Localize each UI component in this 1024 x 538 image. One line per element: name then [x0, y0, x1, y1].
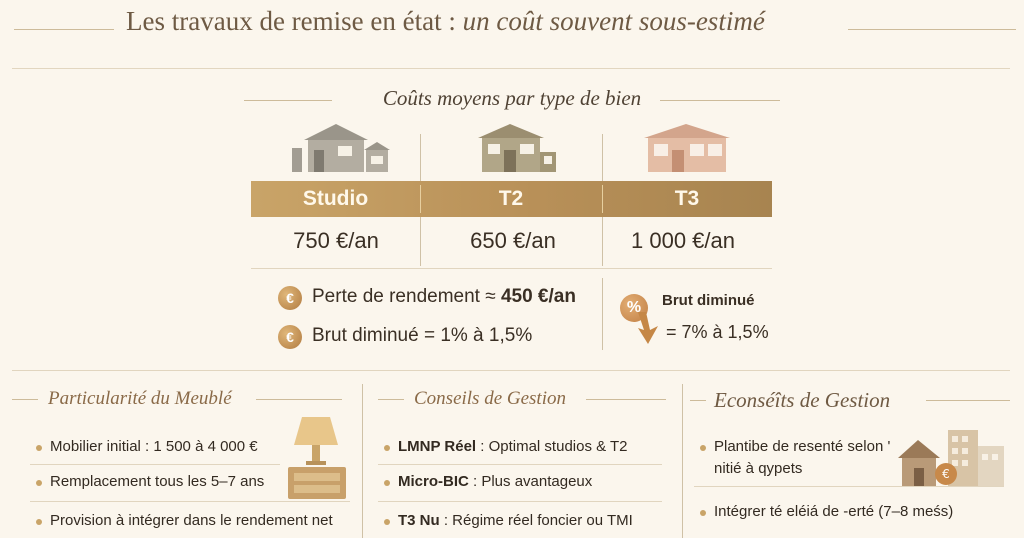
cost-t2: 650 €/an: [470, 228, 556, 253]
band-divider-1: [420, 185, 421, 213]
col3-rule-left: [690, 400, 706, 401]
col1-row-line-2: [30, 501, 350, 502]
buildings-icon: €: [898, 430, 1004, 486]
divider-top: [12, 68, 1010, 69]
col3-row-line-1: [694, 486, 1004, 487]
loss-line-1: Perte de rendement ≈ 450 €/an: [312, 286, 576, 308]
costs-subtitle: Coûts moyens par type de bien: [382, 86, 642, 110]
band-divider-2: [602, 185, 603, 213]
col2-rule-right: [586, 399, 666, 400]
cost-t3: 1 000 €/an: [631, 228, 735, 253]
page-title: Les travaux de remise en état : un coût …: [126, 6, 765, 37]
type-label-t3: T3: [674, 187, 700, 210]
col1-item-3: Provision à intégrer dans le rendement n…: [50, 512, 333, 529]
page-title-italic: un coût souvent sous-estimé: [462, 6, 765, 36]
col1-bullet-3: [36, 519, 42, 525]
col2-rule-left: [378, 399, 404, 400]
col3-bullet-1: [700, 445, 706, 451]
type-label-studio: Studio: [302, 187, 369, 210]
loss-line-1-value: 450 €/an: [500, 286, 576, 307]
col1-row-line-1: [30, 464, 280, 465]
subtitle-rule-right: [660, 100, 780, 101]
col2-item-2-text: : Plus avantageux: [468, 473, 593, 490]
t2-house-icon: [478, 124, 556, 172]
side-note-line-2: = 7% à 1,5%: [666, 322, 769, 342]
type-label-t2: T2: [498, 187, 524, 210]
col2-item-1-key: LMNP Réel: [398, 438, 477, 455]
euro-coin-icon: €: [278, 286, 302, 310]
t3-house-icon: [644, 124, 730, 172]
down-arrow-icon: [638, 312, 658, 344]
svg-text:€: €: [942, 467, 950, 481]
euro-coin-icon-2: €: [278, 325, 302, 349]
divider-middle: [12, 370, 1010, 371]
property-type-band: Studio T2 T3: [251, 181, 772, 217]
studio-house-icon: [292, 124, 390, 172]
col2-item-1-text: : Optimal studios & T2: [476, 438, 628, 455]
col2-item-3: T3 Nu : Régime réel foncier ou TMI: [398, 512, 633, 529]
col3-item-1: Plantibe de resenté selon ': [714, 438, 891, 455]
col1-title: Particularité du Meublé: [48, 388, 232, 409]
costs-divider: [251, 268, 772, 269]
col2-item-3-key: T3 Nu: [398, 512, 440, 529]
cost-studio: 750 €/an: [293, 228, 379, 253]
side-note-line-1: Brut diminué: [662, 292, 755, 309]
col2-bullet-2: [384, 480, 390, 486]
col2-bullet-1: [384, 445, 390, 451]
col2-item-3-text: : Régime réel foncier ou TMI: [439, 512, 633, 529]
col1-bullet-2: [36, 480, 42, 486]
col3-rule-right: [926, 400, 1010, 401]
loss-separator: [602, 278, 603, 350]
col3-item-2: nitié à qypets: [714, 460, 803, 477]
title-rule-right: [848, 29, 1016, 30]
title-rule-left: [14, 29, 114, 30]
col1-bullet-1: [36, 445, 42, 451]
col1-item-1: Mobilier initial : 1 500 à 4 000 €: [50, 438, 258, 455]
col2-item-2: Micro-BIC : Plus avantageux: [398, 473, 592, 490]
col2-row-line-2: [378, 501, 662, 502]
col2-bullet-3: [384, 519, 390, 525]
col3-item-3: Intégrer té eléiá de -erté (7–8 meśs): [714, 503, 954, 520]
col1-rule-left: [12, 399, 38, 400]
col3-bullet-2: [700, 510, 706, 516]
page-title-main: Les travaux de remise en état :: [126, 6, 456, 36]
col2-item-1: LMNP Réel : Optimal studios & T2: [398, 438, 628, 455]
col-separator-2: [682, 384, 683, 538]
col2-row-line-1: [378, 464, 662, 465]
subtitle-rule-left: [244, 100, 332, 101]
col3-title: Econséîts de Gestion: [714, 388, 891, 412]
col1-rule-right: [256, 399, 342, 400]
loss-line-2: Brut diminué = 1% à 1,5%: [312, 325, 533, 346]
col2-item-2-key: Micro-BIC: [398, 473, 469, 490]
loss-line-1-prefix: Perte de rendement ≈: [312, 286, 501, 307]
lamp-furniture-icon: [288, 417, 346, 499]
col1-item-2: Remplacement tous les 5–7 ans: [50, 473, 265, 490]
col-separator-1: [362, 384, 363, 538]
col2-title: Conseils de Gestion: [414, 388, 566, 409]
